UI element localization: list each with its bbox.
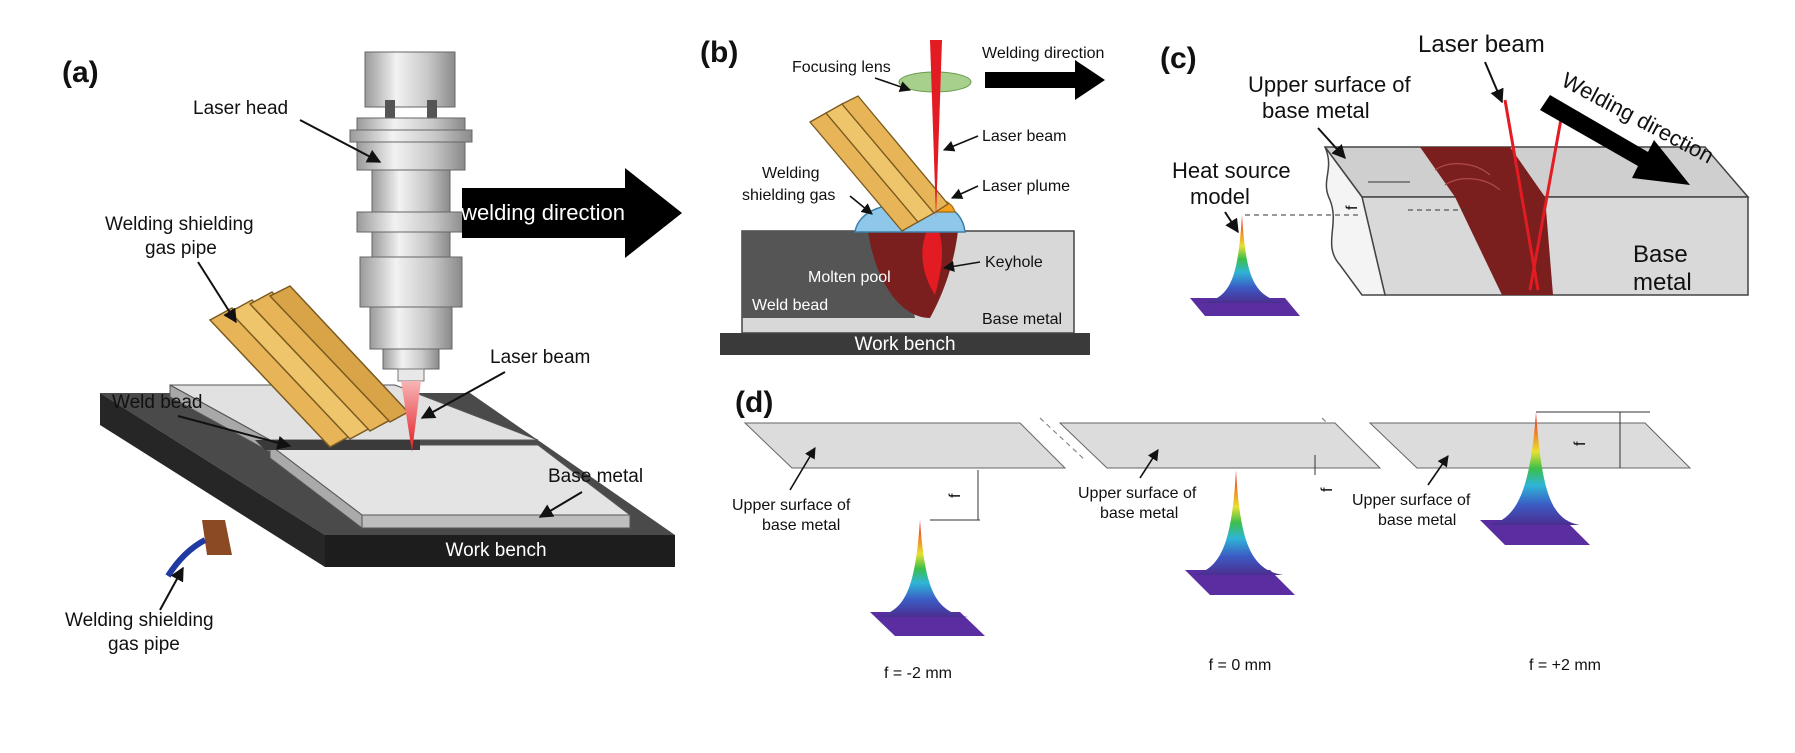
gas-label-b-l2: shielding gas	[742, 187, 835, 204]
gas-hose	[165, 537, 207, 578]
case-f-plus-2: f Upper surface of base metal f = +2 mm	[1352, 411, 1692, 674]
base-metal-cut-face-c	[1324, 146, 1386, 296]
work-bench-b	[720, 333, 1090, 355]
heat-source-label-l1: Heat source	[1172, 158, 1291, 183]
welding-direction-label-b: Welding direction	[982, 45, 1104, 62]
laser-beam-a	[401, 381, 421, 452]
welding-direction-arrow-c	[1540, 95, 1690, 185]
molten-pool-label: Molten pool	[808, 269, 891, 286]
f-symbol-d2: f	[1319, 487, 1336, 492]
panel-b-label: (b)	[700, 36, 738, 69]
welding-direction-arrow-a	[462, 168, 682, 258]
work-bench-label-a: Work bench	[445, 540, 546, 561]
focusing-lens-label: Focusing lens	[792, 59, 891, 76]
gas-pipe-label-bottom-l1: Welding shielding	[65, 610, 214, 631]
case-label-2: f = 0 mm	[1209, 657, 1272, 674]
panel-a-label: (a)	[62, 56, 99, 89]
f-symbol-d3: f	[1572, 441, 1589, 446]
panel-a: (a) Work bench	[62, 51, 682, 655]
upper-surface-d1-l2: base metal	[762, 517, 840, 534]
gas-pipe-label-top-l1: Welding shielding	[105, 214, 254, 235]
laser-beam-label-b: Laser beam	[982, 128, 1067, 145]
gas-pipe-label-bottom-l2: gas pipe	[108, 634, 180, 655]
laser-beam-label-c: Laser beam	[1418, 31, 1545, 58]
upper-surface-label-c-l2: base metal	[1262, 98, 1370, 123]
weld-bead-region-b	[742, 231, 915, 318]
keyhole-b	[922, 228, 942, 295]
shielding-gas-pipes-b	[808, 95, 949, 232]
case-f-minus-2: f Upper surface of base metal f = -2 mm	[732, 422, 1067, 682]
case-f-zero: f Upper surface of base metal f = 0 mm	[1058, 422, 1382, 674]
upper-surface-d3-l2: base metal	[1378, 512, 1456, 529]
weld-bead-label-b: Weld bead	[752, 297, 828, 314]
f-symbol-c: f	[1344, 205, 1361, 210]
work-bench-label-b: Work bench	[854, 334, 955, 355]
panel-c: (c) f Welding direction Laser beam Upper…	[1160, 31, 1750, 316]
weld-band-top-c	[1420, 147, 1545, 197]
weld-band-front-c	[1455, 197, 1553, 295]
clamp-block	[202, 520, 232, 555]
base-metal-label-c-l2: metal	[1633, 269, 1692, 296]
upper-surface-d2-l1: Upper surface of	[1078, 485, 1197, 502]
gas-label-b-l1: Welding	[762, 165, 820, 182]
laser-head	[349, 51, 473, 382]
panel-c-label: (c)	[1160, 42, 1197, 75]
base-metal-label-c-l1: Base	[1633, 241, 1688, 268]
panel-d: (d) f Upper surface of base metal f = -2…	[732, 386, 1692, 682]
laser-plume-label: Laser plume	[982, 178, 1070, 195]
heat-source-label-l2: model	[1190, 184, 1250, 209]
keyhole-label: Keyhole	[985, 254, 1043, 271]
panel-d-label: (d)	[735, 386, 773, 419]
case-label-1: f = -2 mm	[884, 665, 952, 682]
base-metal-label-b: Base metal	[982, 311, 1062, 328]
weld-bead-label-a: Weld bead	[112, 392, 203, 413]
upper-surface-d1-l1: Upper surface of	[732, 497, 851, 514]
case-label-3: f = +2 mm	[1529, 657, 1601, 674]
laser-beam-b	[930, 40, 942, 218]
upper-surface-d2-l2: base metal	[1100, 505, 1178, 522]
welding-direction-label-a: welding direction	[460, 200, 625, 225]
laser-beam-label-a: Laser beam	[490, 347, 590, 368]
laser-beam-c-2	[1528, 107, 1565, 291]
laser-beam-c-1	[1503, 99, 1540, 291]
heat-source-peak-c	[1200, 215, 1290, 303]
base-metal-label-a: Base metal	[548, 466, 643, 487]
f-symbol-d1: f	[947, 493, 964, 498]
upper-surface-d3-l1: Upper surface of	[1352, 492, 1471, 509]
upper-surface-label-c-l1: Upper surface of	[1248, 72, 1412, 97]
laser-head-label: Laser head	[193, 98, 288, 119]
panel-b: (b) Work bench Welding direction Focusin	[700, 36, 1105, 355]
gas-pipe-label-top-l2: gas pipe	[145, 238, 217, 259]
welding-direction-arrow-b	[985, 60, 1105, 100]
